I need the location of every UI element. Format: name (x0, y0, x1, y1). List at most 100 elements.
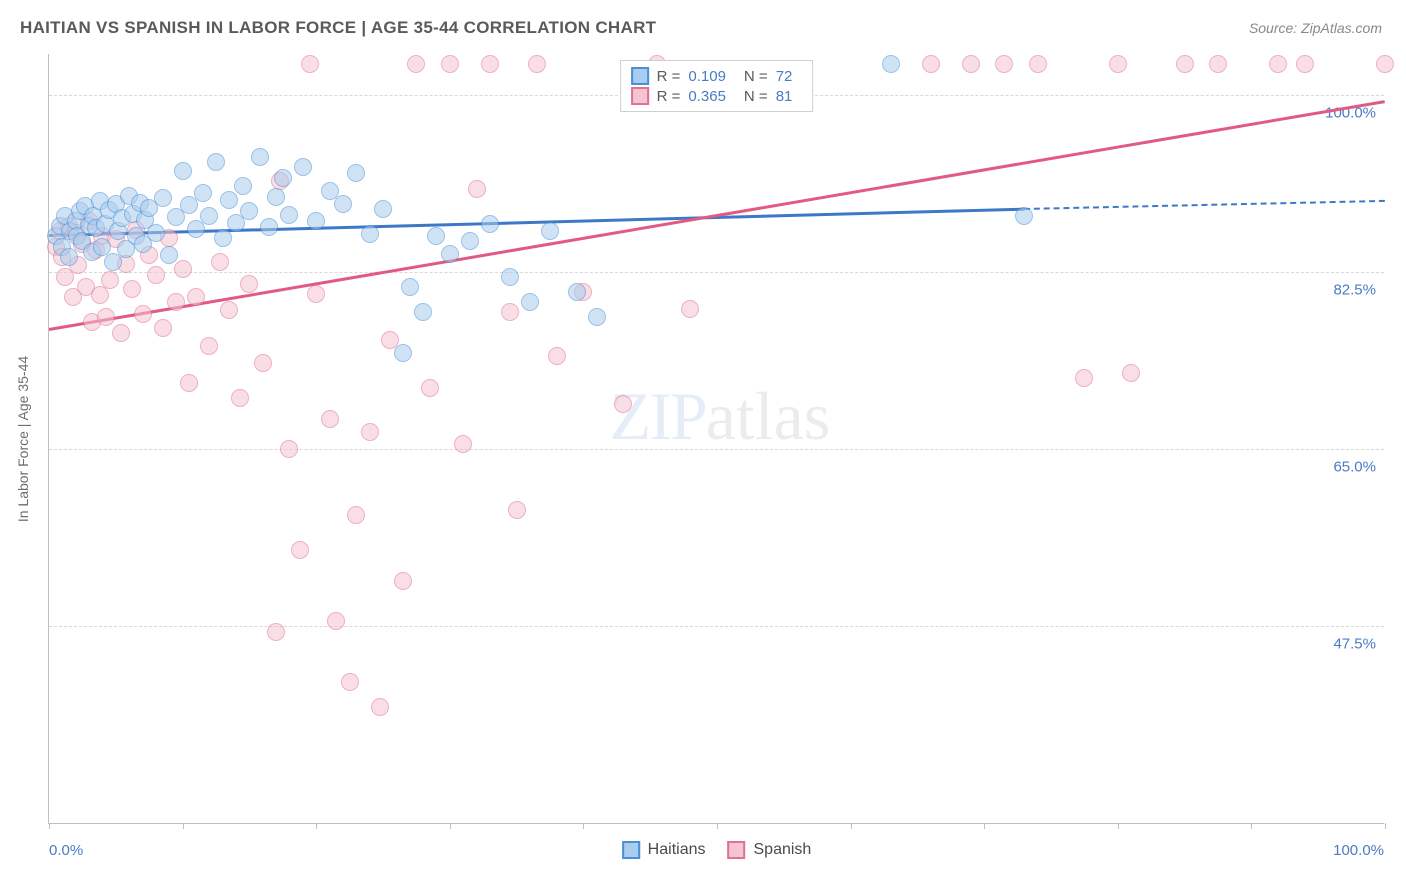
spanish-point (240, 275, 258, 293)
spanish-point (1109, 55, 1127, 73)
spanish-point (327, 612, 345, 630)
gridline (49, 449, 1384, 450)
r-value-haitians: 0.109 (688, 68, 726, 85)
n-value-spanish: 81 (776, 88, 793, 105)
spanish-point (167, 293, 185, 311)
spanish-point (1176, 55, 1194, 73)
haitians-point (200, 207, 218, 225)
haitians-point (234, 177, 252, 195)
spanish-point (548, 347, 566, 365)
spanish-point (101, 271, 119, 289)
r-label: R = (657, 88, 681, 105)
gridline (49, 626, 1384, 627)
haitians-point (414, 303, 432, 321)
x-tick (49, 823, 50, 829)
spanish-point (1029, 55, 1047, 73)
spanish-point (1269, 55, 1287, 73)
spanish-point (301, 55, 319, 73)
x-tick (1251, 823, 1252, 829)
spanish-point (347, 506, 365, 524)
spanish-point (528, 55, 546, 73)
haitians-point (260, 218, 278, 236)
haitians-point (481, 215, 499, 233)
haitians-point (154, 189, 172, 207)
spanish-point (341, 673, 359, 691)
haitians-point (361, 225, 379, 243)
haitians-point (160, 246, 178, 264)
spanish-point (407, 55, 425, 73)
x-tick (183, 823, 184, 829)
haitians-point (882, 55, 900, 73)
watermark: ZIPatlas (610, 377, 831, 456)
watermark-atlas: atlas (706, 378, 831, 454)
y-tick-label: 65.0% (1333, 459, 1376, 476)
spanish-point (254, 354, 272, 372)
correlation-legend: R = 0.109 N = 72 R = 0.365 N = 81 (620, 60, 814, 112)
spanish-point (962, 55, 980, 73)
spanish-point (995, 55, 1013, 73)
haitians-point (214, 229, 232, 247)
x-tick (851, 823, 852, 829)
x-tick (316, 823, 317, 829)
spanish-point (291, 541, 309, 559)
spanish-point (421, 379, 439, 397)
haitians-point (174, 162, 192, 180)
swatch-haitians-bottom (622, 841, 640, 859)
spanish-point (1075, 369, 1093, 387)
spanish-point (174, 260, 192, 278)
haitians-point (394, 344, 412, 362)
haitians-point (194, 184, 212, 202)
x-axis-min-label: 0.0% (49, 842, 83, 859)
chart-title: HAITIAN VS SPANISH IN LABOR FORCE | AGE … (20, 18, 656, 38)
spanish-point (147, 266, 165, 284)
gridline (49, 272, 1384, 273)
haitians-point (427, 227, 445, 245)
spanish-point (681, 300, 699, 318)
spanish-point (454, 435, 472, 453)
source-attribution: Source: ZipAtlas.com (1249, 20, 1382, 36)
haitians-point (501, 268, 519, 286)
spanish-point (267, 623, 285, 641)
r-value-spanish: 0.365 (688, 88, 726, 105)
legend-row-spanish: R = 0.365 N = 81 (631, 87, 803, 105)
haitians-point (521, 293, 539, 311)
spanish-point (441, 55, 459, 73)
spanish-point (91, 286, 109, 304)
swatch-spanish-bottom (727, 841, 745, 859)
spanish-point (123, 280, 141, 298)
spanish-point (220, 301, 238, 319)
haitians-point (267, 188, 285, 206)
x-tick (984, 823, 985, 829)
n-label: N = (744, 68, 768, 85)
haitians-point (588, 308, 606, 326)
spanish-point (307, 285, 325, 303)
spanish-point (1296, 55, 1314, 73)
haitians-point (240, 202, 258, 220)
x-axis-max-label: 100.0% (1333, 842, 1384, 859)
spanish-point (1122, 364, 1140, 382)
spanish-point (394, 572, 412, 590)
spanish-point (231, 389, 249, 407)
haitians-point (347, 164, 365, 182)
spanish-point (1209, 55, 1227, 73)
haitians-point (401, 278, 419, 296)
n-value-haitians: 72 (776, 68, 793, 85)
r-label: R = (657, 68, 681, 85)
n-label: N = (744, 88, 768, 105)
spanish-point (321, 410, 339, 428)
spanish-point (112, 324, 130, 342)
spanish-point (280, 440, 298, 458)
legend-item-spanish: Spanish (727, 841, 811, 859)
haitians-point (541, 222, 559, 240)
spanish-point (361, 423, 379, 441)
haitians-point (251, 148, 269, 166)
x-tick (717, 823, 718, 829)
haitians-point (294, 158, 312, 176)
y-tick-label: 82.5% (1333, 281, 1376, 298)
haitians-point (1015, 207, 1033, 225)
spanish-point (154, 319, 172, 337)
haitians-point (207, 153, 225, 171)
haitians-point (104, 253, 122, 271)
spanish-point (1376, 55, 1394, 73)
x-tick (1118, 823, 1119, 829)
